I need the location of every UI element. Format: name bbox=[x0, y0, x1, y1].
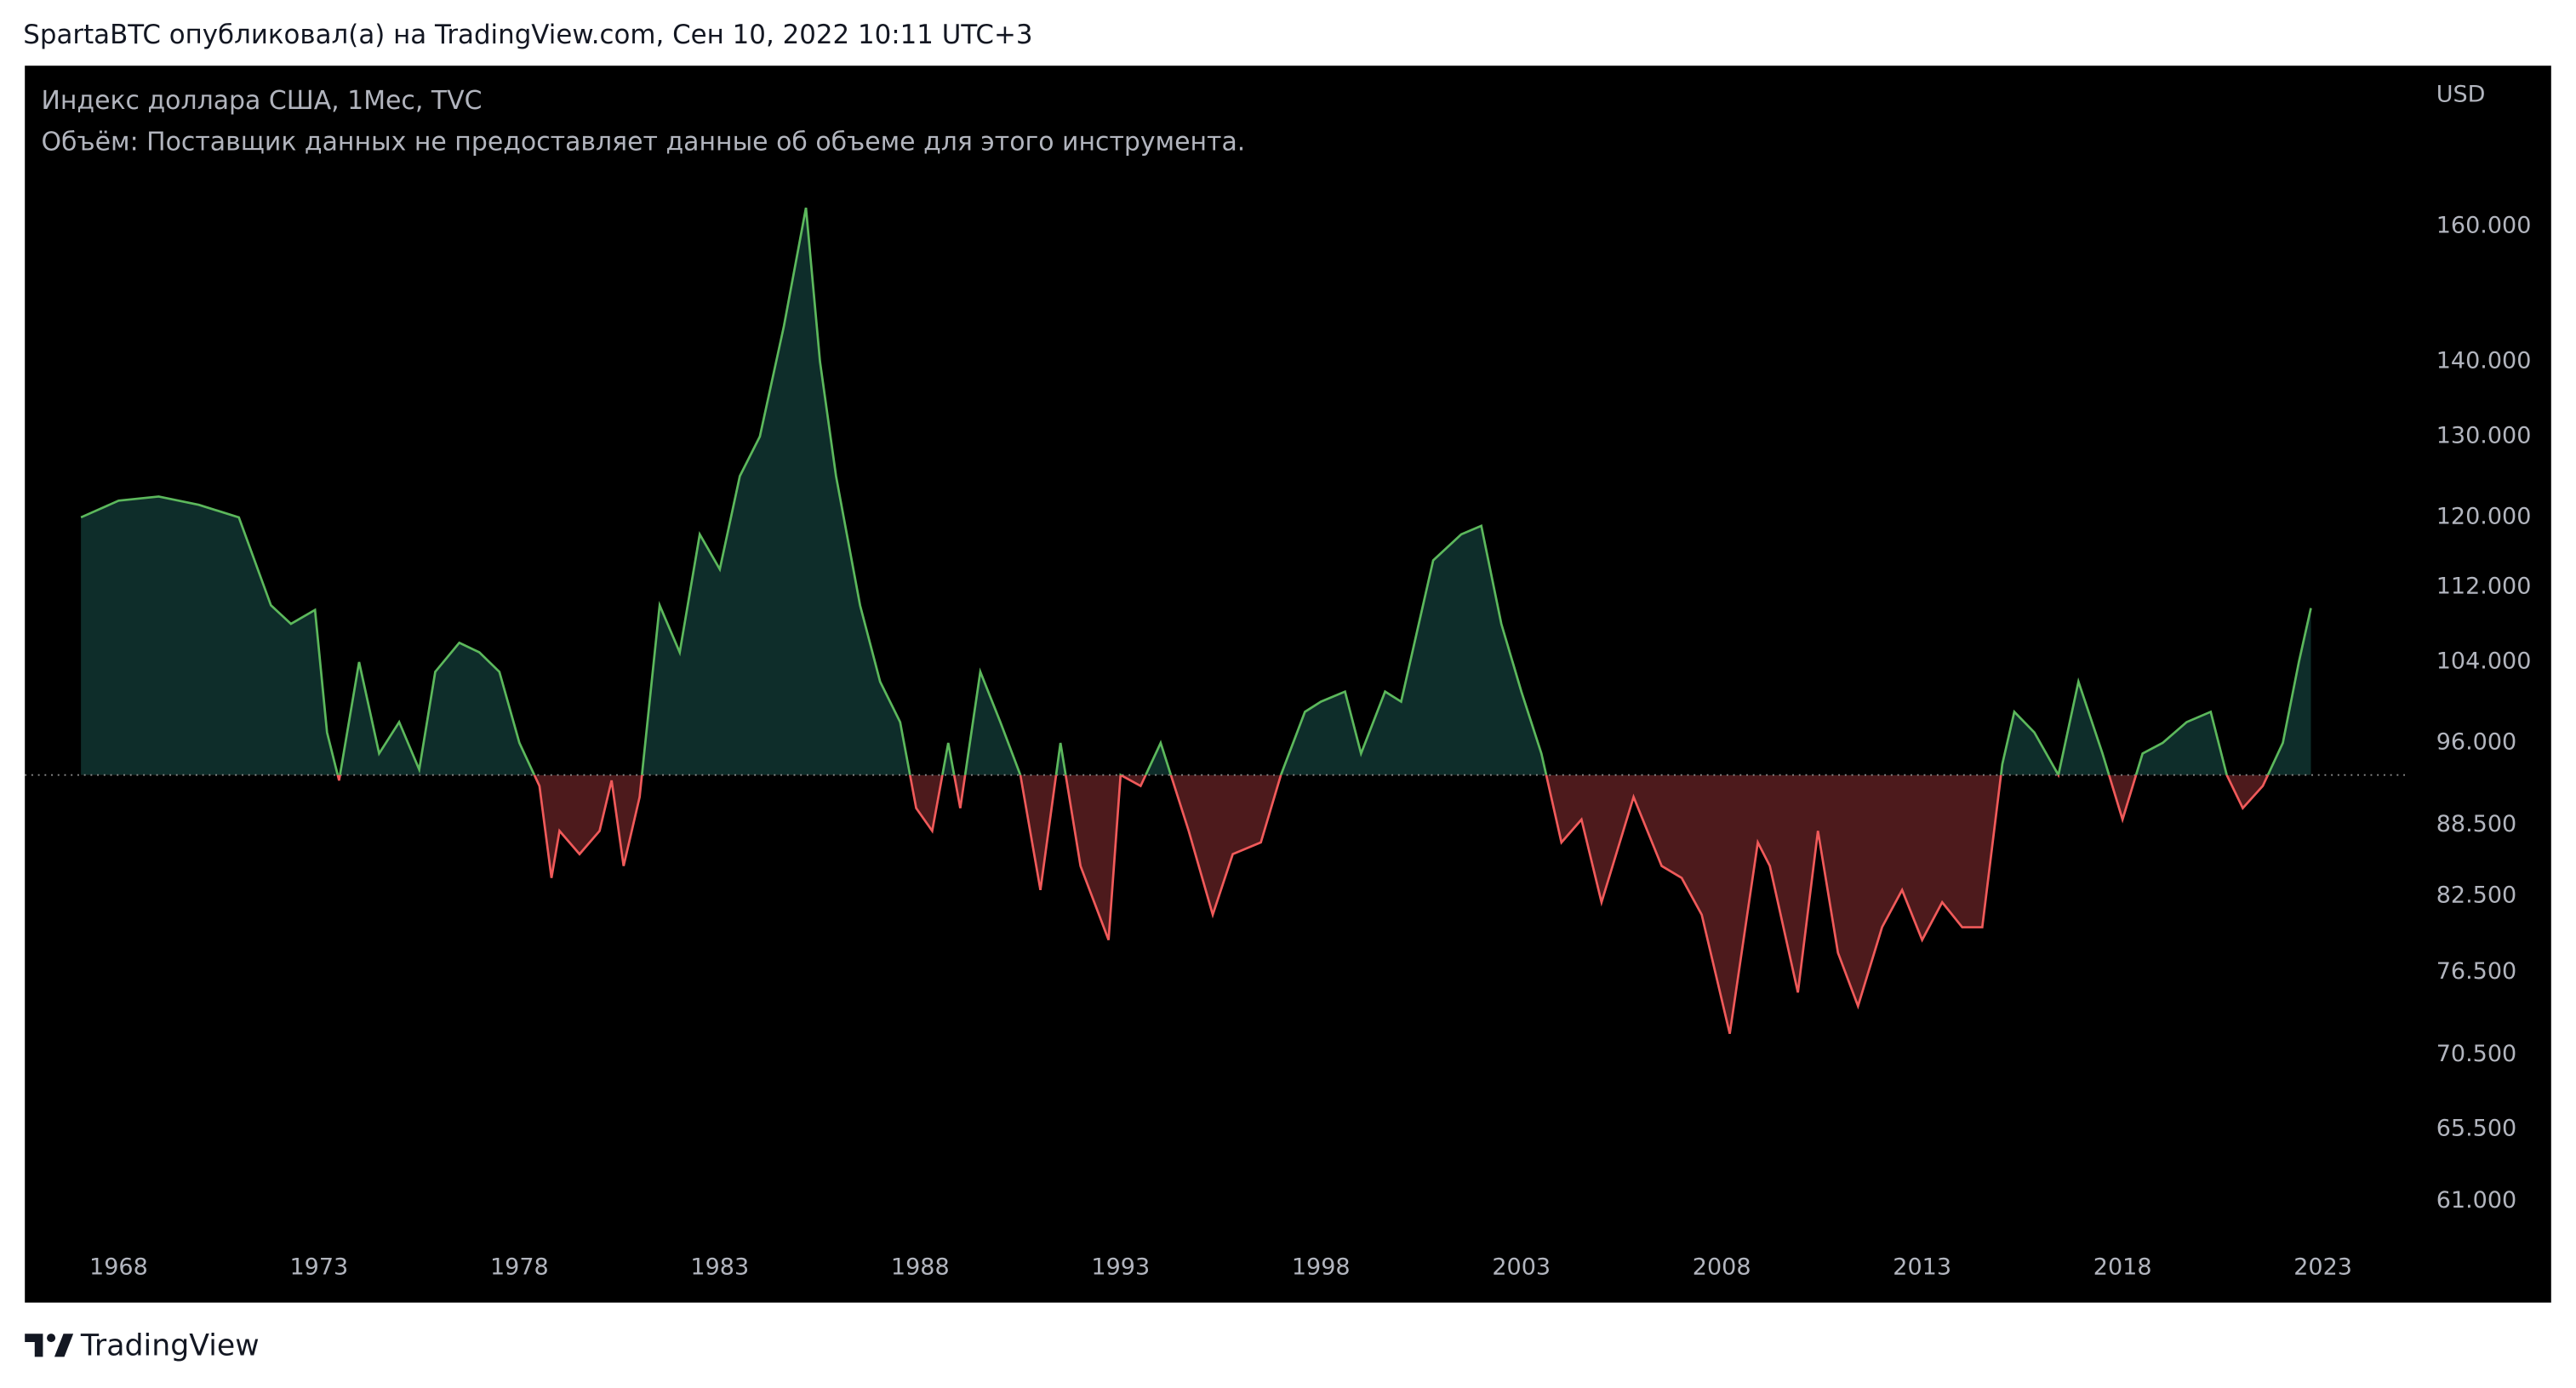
logo bbox=[25, 1334, 74, 1357]
x-tick-label: 2013 bbox=[1893, 1254, 1951, 1281]
header: SpartaBTC опубликовал(а) на TradingView.… bbox=[23, 20, 1032, 50]
y-tick-label: 140.000 bbox=[2436, 347, 2532, 374]
y-tick-label: 65.500 bbox=[2436, 1116, 2517, 1142]
area-below bbox=[337, 774, 2268, 1034]
logo-mark bbox=[54, 1334, 74, 1357]
x-tick-label: 1988 bbox=[891, 1254, 950, 1281]
y-tick-label: 130.000 bbox=[2436, 422, 2532, 448]
x-tick-label: 1968 bbox=[89, 1254, 148, 1281]
y-tick-label: 120.000 bbox=[2436, 503, 2532, 529]
y-tick-label: 88.500 bbox=[2436, 811, 2517, 837]
x-tick-label: 2018 bbox=[2093, 1254, 2152, 1281]
x-tick-label: 2023 bbox=[2293, 1254, 2352, 1281]
y-tick-label: 61.000 bbox=[2436, 1187, 2517, 1214]
x-tick-label: 1973 bbox=[289, 1254, 348, 1281]
chart-subtitle: Объём: Поставщик данных не предоставляет… bbox=[41, 127, 1245, 157]
x-tick-label: 2003 bbox=[1492, 1254, 1551, 1281]
x-tick-label: 1978 bbox=[490, 1254, 549, 1281]
chart-pane bbox=[25, 66, 2551, 1303]
logo-dot bbox=[47, 1334, 56, 1343]
x-tick-label: 2008 bbox=[1693, 1254, 1751, 1281]
y-tick-label: 76.500 bbox=[2436, 958, 2517, 985]
y-tick-label: 112.000 bbox=[2436, 573, 2532, 599]
area-above bbox=[81, 208, 2311, 775]
x-tick-label: 1998 bbox=[1292, 1254, 1351, 1281]
footer: TradingView bbox=[80, 1329, 260, 1363]
x-tick-label: 1983 bbox=[690, 1254, 749, 1281]
plot: 160.000 140.000 130.000 120.000 112.000 104.0… bbox=[25, 207, 2532, 1281]
line-above bbox=[80, 207, 2312, 775]
y-tick-label: 82.500 bbox=[2436, 882, 2517, 909]
x-tick-label: 1993 bbox=[1091, 1254, 1150, 1281]
y-tick-label: 160.000 bbox=[2436, 213, 2532, 239]
logo-mark bbox=[25, 1334, 43, 1357]
y-tick-label: 96.000 bbox=[2436, 728, 2517, 755]
y-tick-label: 104.000 bbox=[2436, 648, 2532, 674]
chart-title: Индекс доллара США, 1Мес, TVC bbox=[41, 86, 482, 116]
currency-label: USD bbox=[2436, 81, 2486, 107]
y-tick-label: 70.500 bbox=[2436, 1041, 2517, 1067]
line-below bbox=[336, 774, 2270, 1035]
